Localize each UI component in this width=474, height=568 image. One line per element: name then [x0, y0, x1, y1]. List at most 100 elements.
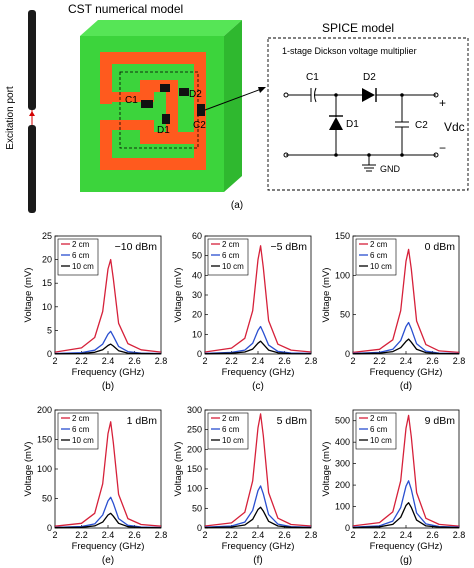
x-axis-label: Frequency (GHz): [222, 541, 295, 552]
cst-model: CST numerical model C1 D2: [68, 2, 266, 192]
port-arrow: [29, 111, 35, 116]
y-tick-label: 150: [37, 435, 52, 445]
x-tick-label: 2: [202, 356, 207, 366]
x-axis-label: Frequency (GHz): [222, 367, 295, 378]
legend-box: [355, 238, 397, 276]
panel-caption: (c): [252, 381, 264, 392]
y-axis-label: Voltage (mV): [321, 268, 332, 323]
x-tick-label: 2: [52, 356, 57, 366]
cst-title: CST numerical model: [68, 2, 183, 16]
x-tick-label: 2: [350, 530, 355, 540]
excitation-port-label: Excitation port: [5, 86, 16, 150]
y-tick-label: 15: [42, 278, 52, 288]
y-tick-label: 100: [335, 502, 350, 512]
lumped-components: [141, 84, 205, 124]
y-tick-label: 0: [345, 523, 350, 533]
series-line-10cm: [54, 343, 162, 355]
x-tick-label: 2.8: [155, 530, 168, 540]
chart-c: 2 2.2 2.4 2.6 2.8 0 10 20 30 40 50 60 Frequency (GHz…: [173, 231, 317, 392]
legend-entry: 10 cm: [72, 262, 94, 271]
node-dot-4: [367, 153, 371, 157]
plus-label: +: [439, 96, 446, 110]
y-tick-label: 5: [47, 325, 52, 335]
y-tick-label: 10: [192, 329, 202, 339]
y-tick-label: 200: [37, 405, 52, 415]
y-tick-label: 20: [192, 310, 202, 320]
legend-entry: 2 cm: [370, 414, 388, 423]
legend-entry: 2 cm: [222, 414, 240, 423]
y-axis-label: Voltage (mV): [173, 268, 184, 323]
node-dot-1: [334, 93, 338, 97]
model-c2-label: C2: [193, 120, 206, 131]
minus-label: −: [439, 141, 446, 155]
chart-d: 2 2.2 2.4 2.6 2.8 0 50 100 150 Frequency (GHz) Vol…: [321, 231, 465, 392]
legend-entry: 2 cm: [222, 240, 240, 249]
spice-title: SPICE model: [322, 21, 394, 35]
x-tick-label: 2.2: [75, 530, 88, 540]
x-axis-label: Frequency (GHz): [72, 541, 145, 552]
legend-box: [57, 412, 99, 450]
power-annotation: −5 dBm: [271, 241, 308, 253]
x-tick-label: 2.4: [102, 356, 115, 366]
legend-box: [207, 412, 249, 450]
vdc-label: Vdc: [444, 120, 465, 134]
x-tick-label: 2.6: [278, 530, 291, 540]
y-tick-label: 150: [335, 231, 350, 241]
series-line-10cm: [352, 338, 460, 355]
legend-entry: 6 cm: [370, 425, 388, 434]
x-tick-label: 2.4: [102, 530, 115, 540]
series-line-6cm: [204, 325, 312, 355]
y-tick-label: 100: [335, 270, 350, 280]
c1-label: C1: [306, 72, 319, 83]
series-line-6cm: [352, 321, 460, 355]
y-tick-label: 0: [197, 523, 202, 533]
node-dot-5: [400, 153, 404, 157]
power-annotation: 0 dBm: [425, 241, 456, 253]
legend-entry: 10 cm: [370, 436, 392, 445]
x-tick-label: 2.6: [426, 530, 439, 540]
legend-entry: 6 cm: [222, 251, 240, 260]
y-tick-label: 0: [47, 523, 52, 533]
y-tick-label: 300: [187, 405, 202, 415]
substrate-side-face: [224, 20, 242, 192]
model-to-spice-arrowhead: [258, 87, 266, 93]
circuit-caption: 1-stage Dickson voltage multiplier: [282, 46, 417, 56]
y-tick-label: 0: [197, 349, 202, 359]
y-axis-label: Voltage (mV): [321, 442, 332, 497]
y-tick-label: 100: [187, 484, 202, 494]
x-axis-label: Frequency (GHz): [72, 367, 145, 378]
x-tick-label: 2.8: [453, 356, 466, 366]
spice-frame: [267, 37, 469, 191]
y-tick-label: 100: [37, 464, 52, 474]
legend-entry: 2 cm: [72, 414, 90, 423]
x-tick-label: 2.6: [128, 530, 141, 540]
y-tick-label: 30: [192, 290, 202, 300]
y-tick-label: 200: [335, 480, 350, 490]
x-tick-label: 2.2: [373, 530, 386, 540]
chart-f: 2 2.2 2.4 2.6 2.8 0 50 100 150 200 250 300 Frequency…: [173, 405, 317, 566]
y-tick-label: 50: [192, 503, 202, 513]
d2-label: D2: [363, 72, 376, 83]
legend: 2 cm 6 cm 10 cm: [355, 412, 397, 450]
series-line-10cm: [54, 512, 162, 529]
y-axis-label: Voltage (mV): [23, 268, 34, 323]
series-line-6cm: [54, 330, 162, 355]
y-tick-label: 10: [42, 302, 52, 312]
legend-box: [355, 412, 397, 450]
series-line-2cm: [204, 245, 312, 353]
diode-d2: [362, 88, 375, 102]
substrate-top-face: [80, 20, 242, 36]
legend-entry: 10 cm: [222, 262, 244, 271]
x-tick-label: 2.8: [453, 530, 466, 540]
legend: 2 cm 6 cm 10 cm: [57, 238, 99, 276]
panel-caption: (g): [400, 555, 412, 566]
c2-label: C2: [415, 120, 428, 131]
legend-entry: 2 cm: [370, 240, 388, 249]
legend: 2 cm 6 cm 10 cm: [207, 412, 249, 450]
legend: 2 cm 6 cm 10 cm: [355, 238, 397, 276]
x-tick-label: 2.4: [252, 530, 265, 540]
x-tick-label: 2: [350, 356, 355, 366]
y-tick-label: 250: [187, 425, 202, 435]
